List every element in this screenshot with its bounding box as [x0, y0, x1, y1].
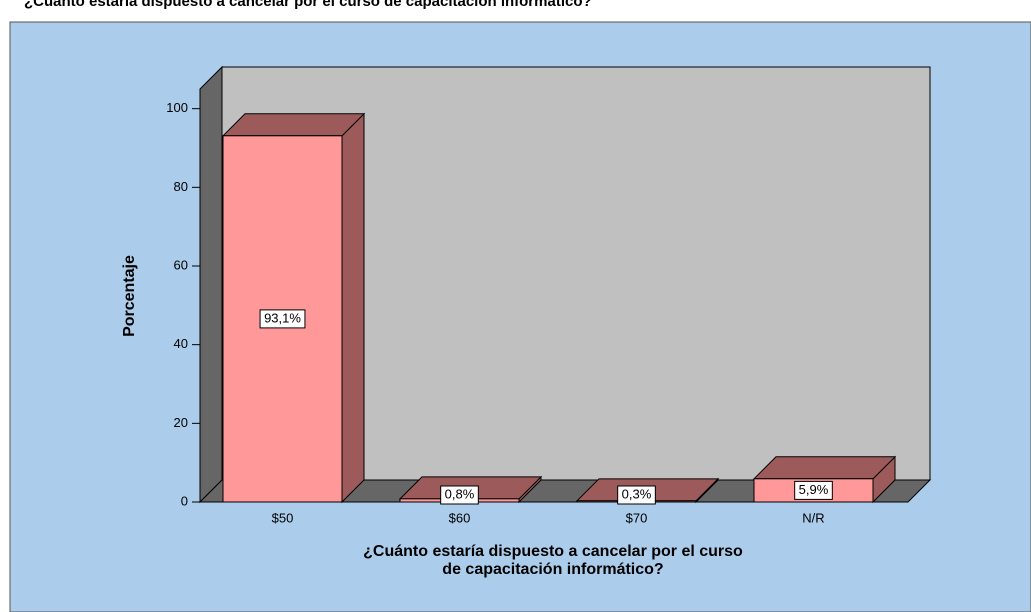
bar [221, 112, 366, 504]
y-tick-label: 0 [181, 493, 188, 508]
y-tick-label: 20 [174, 415, 188, 430]
x-tick-label: $70 [626, 510, 648, 525]
value-label-box [440, 485, 479, 505]
y-axis-title: Porcentaje [121, 255, 138, 337]
value-label-box [794, 480, 833, 500]
value-label: 0,3% [622, 486, 652, 501]
value-label: 93,1% [264, 310, 301, 325]
x-tick-label: N/R [802, 510, 824, 525]
value-label-box [617, 485, 656, 505]
chart-title: ¿Cuánto estaría dispuesto a cancelar por… [24, 0, 592, 10]
bar-side [341, 112, 365, 504]
value-label: 0,8% [445, 486, 475, 501]
bar-top [752, 456, 897, 480]
x-axis-title: ¿Cuánto estaría dispuesto a cancelar por… [363, 543, 743, 578]
y-tick-label: 40 [174, 336, 188, 351]
y-tick-label: 80 [174, 179, 188, 194]
x-tick-label: $50 [272, 510, 294, 525]
y-tick-label: 60 [174, 257, 188, 272]
left-wall [199, 65, 223, 504]
x-tick-label: $60 [449, 510, 471, 525]
y-tick-label: 100 [166, 100, 188, 115]
bar-top [221, 113, 366, 137]
value-label: 5,9% [799, 482, 829, 497]
value-label-box [259, 309, 306, 329]
